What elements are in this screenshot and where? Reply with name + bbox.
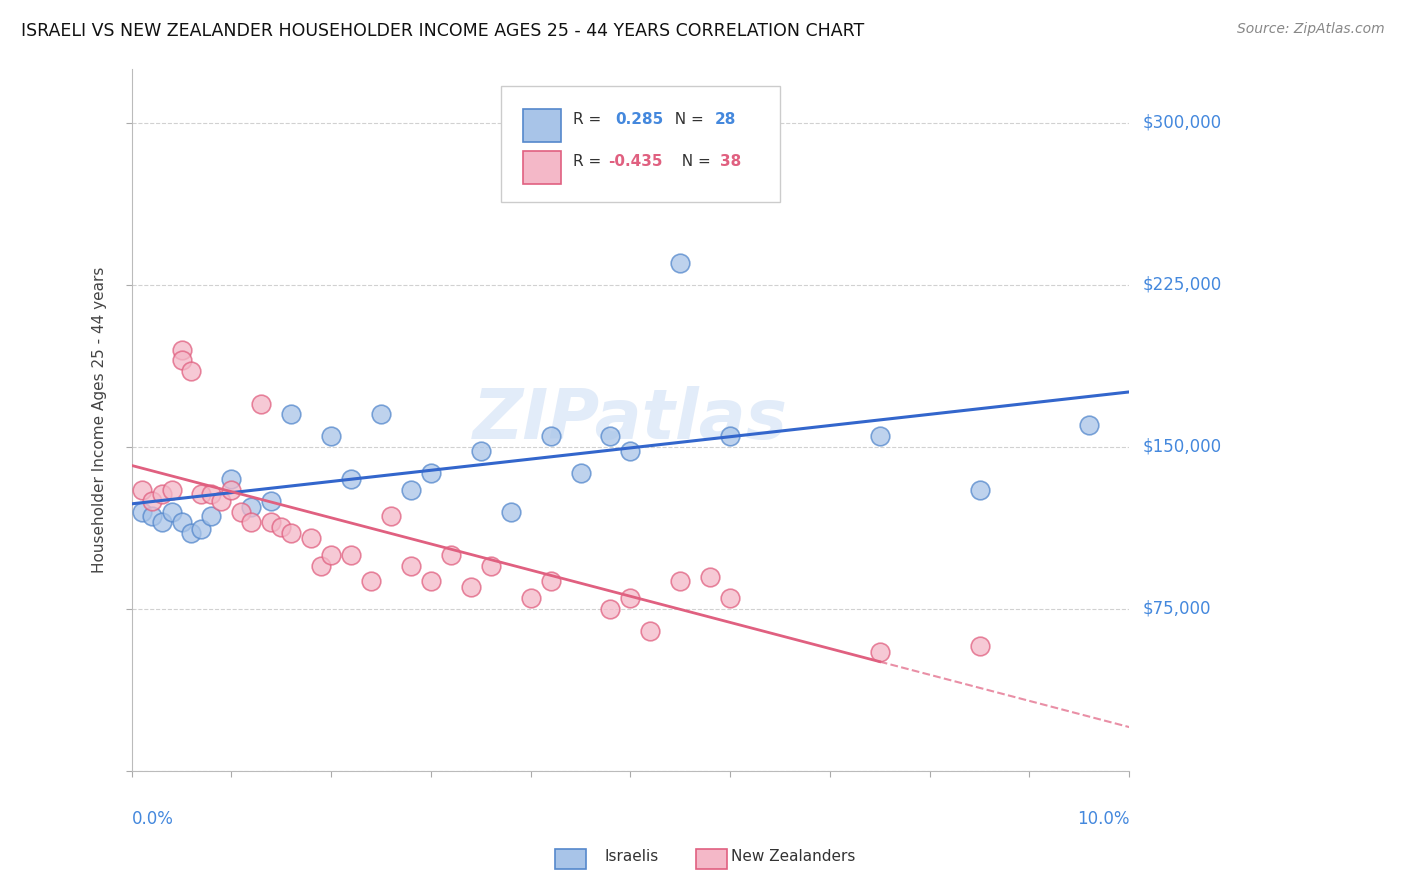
Text: 0.285: 0.285 [616,112,664,127]
Text: R =: R = [572,112,606,127]
Point [321,548,343,562]
Point [131,483,153,497]
Text: $150,000: $150,000 [1143,438,1222,456]
Point [200,508,222,523]
Point [160,483,183,497]
Point [440,548,463,562]
Point [260,493,283,508]
Point [280,408,302,422]
Point [360,574,382,588]
Point [240,500,263,515]
Text: N =: N = [672,154,716,169]
Point [499,505,522,519]
Point [190,487,212,501]
Point [150,516,173,530]
Text: 28: 28 [716,112,737,127]
Point [619,591,641,606]
Point [640,624,662,638]
Point [699,569,721,583]
Point [479,558,502,573]
Point [599,602,621,616]
Point [969,483,991,497]
Text: R =: R = [572,154,606,169]
Text: ISRAELI VS NEW ZEALANDER HOUSEHOLDER INCOME AGES 25 - 44 YEARS CORRELATION CHART: ISRAELI VS NEW ZEALANDER HOUSEHOLDER INC… [21,22,865,40]
Point [869,645,891,659]
Point [380,508,402,523]
Point [280,526,302,541]
Text: New Zealanders: New Zealanders [731,849,855,863]
Point [969,639,991,653]
Point [569,466,592,480]
Point [299,531,322,545]
Point [309,558,332,573]
Point [540,574,562,588]
Point [1078,418,1101,433]
Point [340,548,363,562]
Point [540,429,562,443]
Point [260,516,283,530]
Point [200,487,222,501]
Point [399,483,422,497]
Point [231,505,253,519]
Point [190,522,212,536]
Text: $225,000: $225,000 [1143,276,1222,293]
Point [180,364,202,378]
FancyBboxPatch shape [523,151,561,185]
Y-axis label: Householder Income Ages 25 - 44 years: Householder Income Ages 25 - 44 years [93,267,107,573]
Point [340,472,363,486]
FancyBboxPatch shape [501,87,780,202]
Point [399,558,422,573]
Point [460,580,482,594]
Text: N =: N = [665,112,709,127]
Point [599,429,621,443]
Point [419,466,441,480]
Text: 38: 38 [720,154,741,169]
Point [669,256,692,270]
Point [718,591,741,606]
Text: Israelis: Israelis [605,849,659,863]
Point [221,483,243,497]
Point [170,353,193,368]
Text: 0.0%: 0.0% [132,810,173,828]
Point [209,493,232,508]
FancyBboxPatch shape [523,109,561,143]
Point [221,472,243,486]
Point [370,408,392,422]
Point [141,508,163,523]
Text: -0.435: -0.435 [609,154,664,169]
Point [240,516,263,530]
Point [250,396,273,410]
Point [150,487,173,501]
Text: Source: ZipAtlas.com: Source: ZipAtlas.com [1237,22,1385,37]
Point [519,591,541,606]
Point [619,444,641,458]
Point [669,574,692,588]
Point [160,505,183,519]
Text: $300,000: $300,000 [1143,113,1222,131]
Point [869,429,891,443]
Point [141,493,163,508]
Point [718,429,741,443]
Point [131,505,153,519]
Point [321,429,343,443]
Point [170,516,193,530]
Text: ZIPatlas: ZIPatlas [472,386,787,453]
Text: $75,000: $75,000 [1143,600,1212,618]
Point [180,526,202,541]
Text: 10.0%: 10.0% [1077,810,1129,828]
Point [470,444,492,458]
Point [419,574,441,588]
Point [170,343,193,357]
Point [270,520,292,534]
